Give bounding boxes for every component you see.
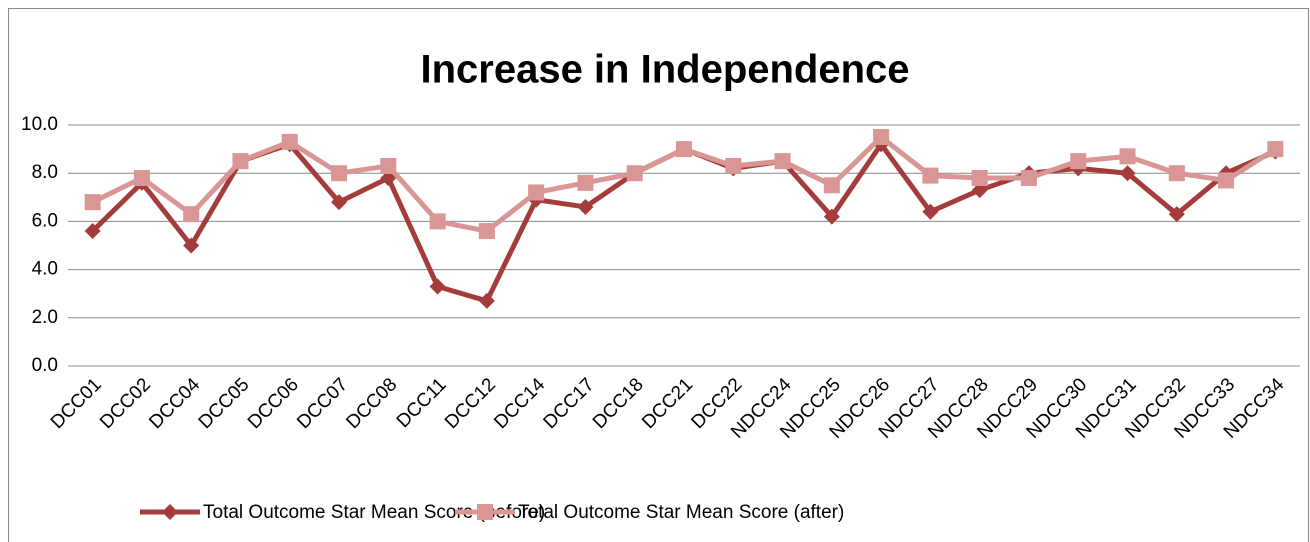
marker xyxy=(823,208,840,225)
marker xyxy=(971,170,988,187)
y-tick-label: 2.0 xyxy=(32,307,58,328)
marker xyxy=(478,223,495,240)
marker xyxy=(1267,141,1284,158)
legend-marker xyxy=(162,504,178,520)
marker xyxy=(823,177,840,194)
y-tick-label: 10.0 xyxy=(21,114,58,135)
marker xyxy=(1070,153,1087,170)
marker xyxy=(577,198,594,215)
marker xyxy=(1119,148,1136,165)
marker xyxy=(84,223,101,240)
marker xyxy=(1168,165,1185,182)
marker xyxy=(774,153,791,170)
legend-marker xyxy=(477,504,493,520)
marker xyxy=(183,237,200,254)
marker xyxy=(922,203,939,220)
legend-label: Total Outcome Star Mean Score (after) xyxy=(518,502,844,523)
chart-title: Increase in Independence xyxy=(420,48,909,92)
marker xyxy=(577,174,594,191)
marker xyxy=(429,278,446,295)
marker xyxy=(1020,170,1037,187)
marker xyxy=(84,194,101,211)
marker xyxy=(725,157,742,174)
marker xyxy=(1168,206,1185,223)
legend-label: Total Outcome Star Mean Score (before) xyxy=(203,502,545,523)
marker xyxy=(331,165,348,182)
marker xyxy=(183,206,200,223)
marker xyxy=(676,141,692,158)
marker xyxy=(133,170,150,187)
marker xyxy=(873,129,890,146)
y-tick-label: 4.0 xyxy=(32,259,58,280)
marker xyxy=(281,133,298,150)
chart-border xyxy=(8,8,1309,542)
marker xyxy=(1218,172,1235,189)
y-tick-label: 8.0 xyxy=(32,162,58,183)
y-tick-label: 6.0 xyxy=(32,210,58,231)
marker xyxy=(380,157,397,174)
marker xyxy=(331,194,348,211)
y-tick-label: 0.0 xyxy=(32,355,58,376)
marker xyxy=(626,165,643,182)
marker xyxy=(971,182,988,199)
marker xyxy=(478,292,495,309)
marker xyxy=(429,213,446,230)
marker xyxy=(1119,165,1136,182)
marker xyxy=(528,184,545,201)
marker xyxy=(922,167,939,184)
marker xyxy=(232,153,249,170)
